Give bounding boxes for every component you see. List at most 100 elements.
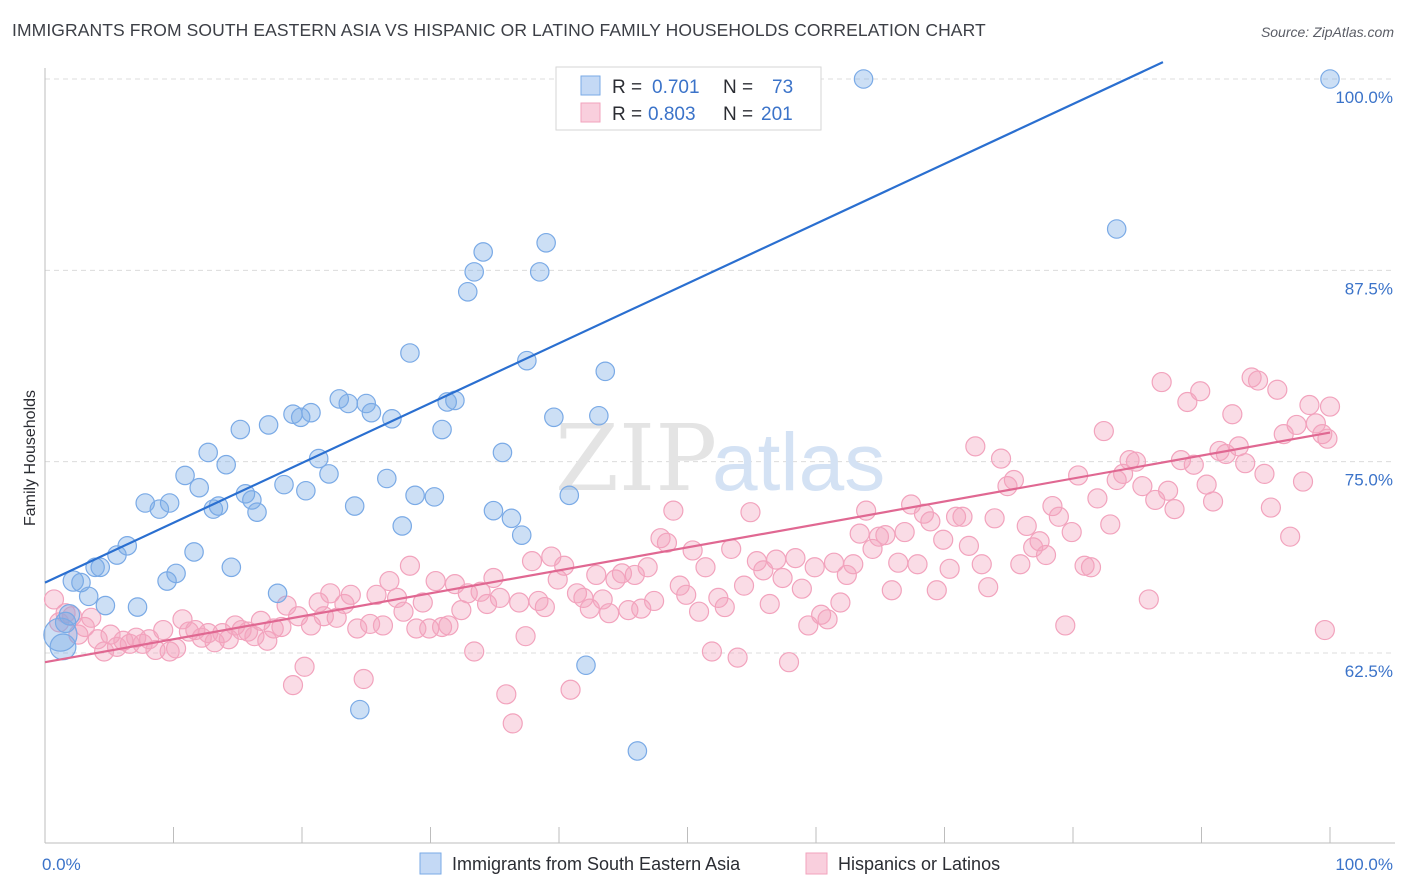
point-hispanic-187 bbox=[1247, 370, 1269, 391]
series-sea-points bbox=[43, 69, 1340, 761]
point-hispanic-86 bbox=[599, 603, 620, 624]
point-sea-26 bbox=[230, 419, 251, 440]
point-hispanic-172 bbox=[1151, 371, 1172, 393]
point-hispanic-137 bbox=[926, 580, 947, 601]
point-hispanic-89 bbox=[618, 600, 639, 621]
point-sea-54 bbox=[457, 281, 478, 302]
point-sea-45 bbox=[377, 468, 397, 489]
point-hispanic-122 bbox=[830, 592, 851, 613]
point-hispanic-31 bbox=[244, 626, 265, 647]
point-sea-24 bbox=[216, 454, 236, 475]
point-sea-55 bbox=[464, 262, 484, 282]
point-sea-69 bbox=[627, 741, 648, 761]
point-sea-62 bbox=[529, 262, 550, 282]
point-sea-14 bbox=[149, 499, 170, 519]
point-hispanic-178 bbox=[1190, 381, 1211, 402]
point-sea-36 bbox=[301, 402, 321, 423]
point-hispanic-189 bbox=[1260, 497, 1281, 518]
point-sea-11 bbox=[117, 536, 138, 556]
point-hispanic-54 bbox=[393, 601, 414, 622]
stats-pink-n-label: N = bbox=[723, 104, 753, 125]
legend: Immigrants from South Eastern Asia Hispa… bbox=[419, 852, 1000, 875]
point-hispanic-123 bbox=[836, 564, 857, 586]
stats-blue-r-value: 0.701 bbox=[652, 77, 700, 98]
point-hispanic-125 bbox=[849, 523, 870, 544]
point-hispanic-188 bbox=[1254, 463, 1275, 485]
point-hispanic-183 bbox=[1222, 404, 1243, 425]
point-hispanic-111 bbox=[759, 593, 780, 615]
point-hispanic-129 bbox=[875, 525, 896, 546]
point-hispanic-155 bbox=[1042, 495, 1063, 517]
point-hispanic-65 bbox=[464, 641, 485, 662]
point-sea-60 bbox=[511, 525, 532, 545]
point-sea-8 bbox=[90, 557, 111, 578]
point-hispanic-66 bbox=[470, 581, 491, 602]
point-hispanic-55 bbox=[399, 555, 421, 576]
point-hispanic-84 bbox=[586, 564, 607, 586]
point-hispanic-169 bbox=[1132, 476, 1153, 497]
point-sea-4 bbox=[62, 570, 84, 592]
point-hispanic-52 bbox=[379, 570, 400, 592]
watermark-zip: ZIP bbox=[555, 405, 717, 512]
point-hispanic-156 bbox=[1048, 506, 1069, 527]
point-hispanic-101 bbox=[695, 557, 716, 578]
y-axis-title: Family Households bbox=[22, 390, 39, 526]
point-sea-44 bbox=[361, 402, 382, 423]
point-hispanic-61 bbox=[438, 615, 459, 636]
point-hispanic-37 bbox=[282, 675, 304, 696]
point-hispanic-139 bbox=[939, 558, 960, 579]
y-tick-label-3: 62.5% bbox=[1345, 662, 1393, 681]
point-hispanic-17 bbox=[153, 619, 174, 641]
point-sea-3 bbox=[58, 604, 81, 626]
source-credit: Source: ZipAtlas.com bbox=[1260, 24, 1394, 40]
point-sea-56 bbox=[473, 242, 493, 262]
point-hispanic-162 bbox=[1087, 488, 1108, 509]
point-sea-29 bbox=[247, 502, 267, 522]
point-sea-57 bbox=[483, 500, 504, 521]
point-sea-41 bbox=[344, 496, 365, 516]
point-hispanic-51 bbox=[372, 615, 394, 636]
point-hispanic-147 bbox=[990, 448, 1012, 469]
watermark-atlas: atlas bbox=[712, 417, 885, 508]
x-tick-label-1: 100.0% bbox=[1335, 855, 1393, 874]
point-hispanic-128 bbox=[868, 526, 890, 547]
point-hispanic-131 bbox=[888, 552, 909, 573]
point-hispanic-192 bbox=[1280, 526, 1301, 547]
point-sea-48 bbox=[400, 343, 420, 363]
point-sea-59 bbox=[501, 508, 522, 529]
chart-title: IMMIGRANTS FROM SOUTH EASTERN ASIA VS HI… bbox=[12, 20, 986, 40]
stats-pink-r-label: R = bbox=[612, 104, 642, 125]
point-hispanic-106 bbox=[727, 647, 748, 668]
point-sea-34 bbox=[290, 407, 311, 428]
point-hispanic-35 bbox=[271, 616, 292, 638]
point-hispanic-67 bbox=[476, 593, 498, 615]
point-hispanic-71 bbox=[502, 713, 523, 734]
point-hispanic-180 bbox=[1202, 491, 1224, 512]
point-hispanic-195 bbox=[1299, 394, 1320, 416]
y-tick-label-0: 100.0% bbox=[1335, 88, 1393, 107]
point-hispanic-200 bbox=[1314, 619, 1335, 641]
legend-label-sea: Immigrants from South Eastern Asia bbox=[452, 854, 741, 874]
point-sea-64 bbox=[544, 407, 564, 428]
point-hispanic-193 bbox=[1286, 414, 1307, 436]
point-hispanic-114 bbox=[778, 652, 800, 673]
x-tick-label-0: 0.0% bbox=[42, 855, 81, 874]
grid-lines bbox=[45, 78, 1395, 654]
point-sea-58 bbox=[492, 442, 513, 463]
point-hispanic-142 bbox=[958, 535, 980, 556]
trend-lines bbox=[44, 61, 1331, 664]
point-hispanic-19 bbox=[165, 638, 187, 659]
point-hispanic-46 bbox=[340, 584, 361, 605]
point-sea-70 bbox=[853, 69, 874, 89]
point-hispanic-151 bbox=[1016, 515, 1037, 537]
point-hispanic-145 bbox=[978, 577, 999, 598]
point-hispanic-43 bbox=[320, 583, 341, 604]
point-hispanic-90 bbox=[624, 564, 645, 586]
point-sea-68 bbox=[595, 361, 616, 382]
point-hispanic-7 bbox=[87, 629, 108, 650]
point-sea-12 bbox=[127, 597, 148, 617]
stats-box: R = 0.701 N = 73 R = 0.803 N = 201 bbox=[555, 66, 822, 131]
point-hispanic-92 bbox=[637, 557, 658, 578]
point-hispanic-79 bbox=[554, 555, 575, 576]
point-sea-51 bbox=[432, 419, 452, 440]
